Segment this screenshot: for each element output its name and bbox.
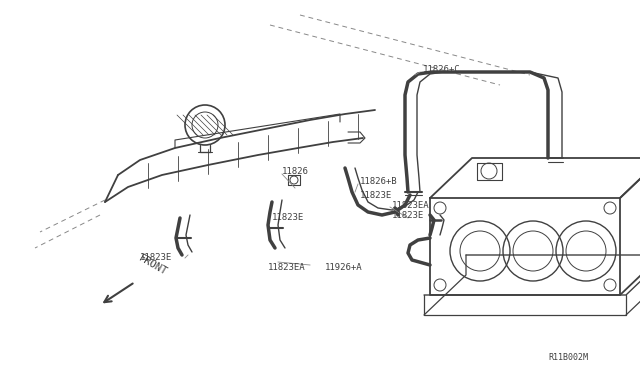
- Text: R11B002M: R11B002M: [548, 353, 588, 362]
- Text: 11823E: 11823E: [140, 253, 172, 263]
- Text: FRONT: FRONT: [137, 253, 169, 277]
- Text: 11823E: 11823E: [392, 211, 424, 219]
- Circle shape: [434, 202, 446, 214]
- Text: 11926+A: 11926+A: [325, 263, 363, 273]
- Circle shape: [434, 279, 446, 291]
- Text: 11826: 11826: [282, 167, 309, 176]
- Text: 11823E: 11823E: [360, 192, 392, 201]
- Text: 11823E: 11823E: [272, 214, 304, 222]
- Text: 11826+B: 11826+B: [360, 177, 397, 186]
- Circle shape: [604, 279, 616, 291]
- Text: 11823EA: 11823EA: [268, 263, 306, 273]
- Text: 11823EA: 11823EA: [392, 201, 429, 209]
- Circle shape: [604, 202, 616, 214]
- Text: 11826+C: 11826+C: [423, 65, 461, 74]
